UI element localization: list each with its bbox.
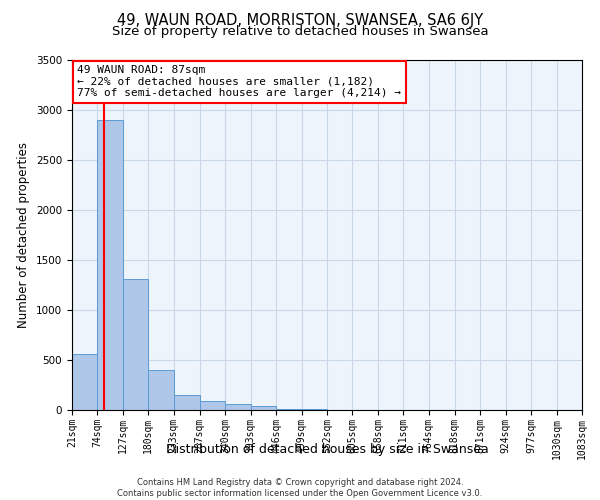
Bar xyxy=(276,408,302,410)
Bar xyxy=(200,400,225,410)
Text: Size of property relative to detached houses in Swansea: Size of property relative to detached ho… xyxy=(112,25,488,38)
Bar xyxy=(225,404,251,410)
Bar xyxy=(302,409,327,410)
Bar xyxy=(97,120,123,410)
Text: Contains HM Land Registry data © Crown copyright and database right 2024.
Contai: Contains HM Land Registry data © Crown c… xyxy=(118,478,482,498)
Bar xyxy=(123,279,148,410)
Text: 49 WAUN ROAD: 87sqm
← 22% of detached houses are smaller (1,182)
77% of semi-det: 49 WAUN ROAD: 87sqm ← 22% of detached ho… xyxy=(77,66,401,98)
Bar xyxy=(251,406,276,410)
Text: 49, WAUN ROAD, MORRISTON, SWANSEA, SA6 6JY: 49, WAUN ROAD, MORRISTON, SWANSEA, SA6 6… xyxy=(117,12,483,28)
Bar xyxy=(174,394,200,410)
Bar xyxy=(72,354,97,410)
Y-axis label: Number of detached properties: Number of detached properties xyxy=(17,142,31,328)
Text: Distribution of detached houses by size in Swansea: Distribution of detached houses by size … xyxy=(166,442,488,456)
Bar xyxy=(148,370,174,410)
